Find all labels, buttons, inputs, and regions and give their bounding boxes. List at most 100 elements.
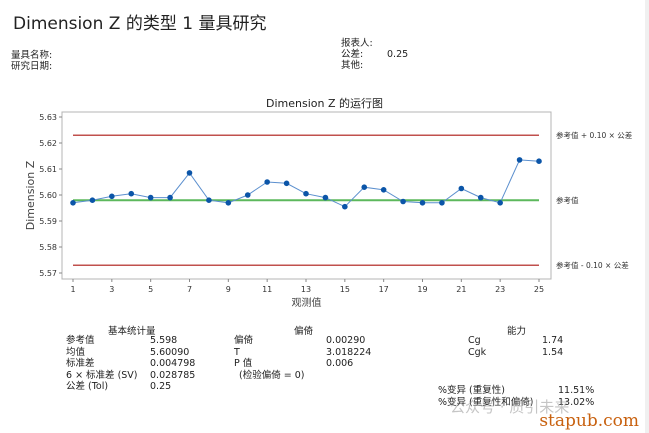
stat-value: 5.598 xyxy=(150,335,178,346)
data-point xyxy=(206,197,212,203)
x-tick-label: 9 xyxy=(226,285,231,294)
data-point xyxy=(536,158,542,164)
stat-value: 0.00290 xyxy=(326,335,366,346)
data-point xyxy=(283,180,290,187)
reference-line-label: 参考值 - 0.10 × 公差 xyxy=(556,260,629,270)
stat-value: 11.51% xyxy=(558,385,595,396)
gauge-name-label: 量具名称: xyxy=(11,50,53,61)
y-tick-label: 5.61 xyxy=(39,165,57,174)
stat-label: 偏倚 xyxy=(234,335,254,346)
data-point xyxy=(439,200,445,206)
stat-label: 6 × 标准差 (SV) xyxy=(66,369,138,381)
data-point xyxy=(128,190,135,197)
data-point xyxy=(89,197,96,203)
chart-title: Dimension Z 的运行图 xyxy=(266,97,383,110)
data-point xyxy=(477,194,484,201)
stat-value: 0.25 xyxy=(150,381,172,392)
variation-labels: %变异 (重复性) %变异 (重复性和偏倚) xyxy=(438,385,533,408)
x-tick-label: 11 xyxy=(262,285,272,294)
stat-label: 公差 (Tol) xyxy=(66,381,109,392)
stat-label: Cg xyxy=(468,335,481,346)
stat-value: 0.006 xyxy=(326,358,354,369)
x-tick-label: 7 xyxy=(187,285,192,294)
y-tick-label: 5.62 xyxy=(39,139,57,148)
stat-label: 参考值 xyxy=(66,335,95,346)
y-tick-label: 5.59 xyxy=(39,217,57,226)
data-point xyxy=(225,200,232,206)
basic-stats-labels: 参考值 均值 标准差 6 × 标准差 (SV) 公差 (Tol) xyxy=(66,335,138,393)
x-tick-label: 17 xyxy=(379,285,389,294)
variation-values: 11.51% 13.02% xyxy=(558,385,594,408)
stat-value: 3.018224 xyxy=(326,346,372,358)
meta-left: 量具名称: 研究日期: xyxy=(11,50,52,72)
watermark-overlay: 公众号 · 质引未来 xyxy=(450,398,570,416)
capability-values: 1.74 1.54 xyxy=(542,335,563,358)
report-title: Dimension Z 的类型 1 量具研究 xyxy=(13,14,267,34)
stat-label: P 值 xyxy=(234,358,253,369)
stat-label: 标准差 xyxy=(66,358,95,369)
x-tick-label: 3 xyxy=(109,285,114,294)
data-point xyxy=(167,194,173,201)
data-point xyxy=(380,187,387,193)
data-point xyxy=(147,194,154,201)
data-point xyxy=(244,192,251,198)
data-point xyxy=(322,194,329,201)
watermark-site: stapub.com xyxy=(539,411,639,431)
reference-line-label: 参考值 + 0.10 × 公差 xyxy=(556,130,633,140)
x-tick-label: 23 xyxy=(495,285,505,294)
study-date-label: 研究日期: xyxy=(11,61,53,72)
y-tick-label: 5.63 xyxy=(39,113,57,122)
bias-title: 偏倚 xyxy=(294,326,314,337)
x-tick-label: 13 xyxy=(301,285,311,294)
x-tick-label: 1 xyxy=(70,285,75,294)
run-chart: 5.575.585.595.605.615.625.631 3 5 7 9 11 13 15 1… xyxy=(24,111,633,309)
other-label: 其他: xyxy=(341,60,364,71)
reference-line-label: 参考值 xyxy=(556,195,579,205)
data-point xyxy=(458,185,465,192)
data-point xyxy=(342,203,348,210)
data-point xyxy=(70,200,76,206)
y-tick-label: 5.57 xyxy=(39,269,57,278)
stat-label: 均值 xyxy=(66,346,86,358)
y-tick-label: 5.60 xyxy=(39,191,57,200)
x-tick-label: 5 xyxy=(148,285,153,294)
data-point xyxy=(264,179,270,185)
stat-value: 1.74 xyxy=(542,335,564,346)
stat-label: Cgk xyxy=(468,346,487,358)
stat-value: 1.54 xyxy=(542,346,564,358)
data-point xyxy=(497,200,503,206)
x-axis-label: 观测值 xyxy=(292,296,322,309)
basic-stats-title: 基本统计量 xyxy=(108,326,156,337)
tolerance-value: 0.25 xyxy=(387,49,409,60)
basic-stats-values: 5.598 5.60090 0.004798 0.028785 0.25 xyxy=(150,335,195,393)
data-point xyxy=(361,184,368,190)
capability-labels: Cg Cgk xyxy=(468,335,486,358)
data-point xyxy=(303,190,309,197)
y-axis-label: Dimension Z xyxy=(24,160,37,230)
stat-label: T xyxy=(234,346,240,358)
meta-right: 报表人: 公差: 0.25 其他: xyxy=(341,38,408,71)
data-point xyxy=(109,193,115,200)
data-point xyxy=(516,157,523,163)
bias-values: 0.00290 3.018224 0.006 xyxy=(326,335,371,370)
y-tick-label: 5.58 xyxy=(39,243,57,252)
tolerance-label: 公差: xyxy=(341,49,364,60)
bias-labels: 偏倚 T P 值 (检验偏倚 = 0) xyxy=(234,335,304,381)
data-point xyxy=(186,170,193,176)
x-tick-label: 15 xyxy=(340,285,350,294)
stat-label: %变异 (重复性和偏倚) xyxy=(438,396,534,408)
stat-value: 5.60090 xyxy=(150,346,190,358)
x-tick-label: 21 xyxy=(456,285,466,294)
data-point xyxy=(400,198,406,205)
x-tick-label: 25 xyxy=(534,285,544,294)
stat-value: 0.004798 xyxy=(150,358,196,369)
stat-value: 0.028785 xyxy=(150,369,196,381)
data-point xyxy=(419,200,426,206)
stat-label: %变异 (重复性) xyxy=(438,385,505,396)
x-tick-label: 19 xyxy=(417,285,427,294)
reporter-label: 报表人: xyxy=(341,38,373,49)
bias-note: (检验偏倚 = 0) xyxy=(239,369,305,381)
capability-title: 能力 xyxy=(507,326,527,337)
stat-value: 13.02% xyxy=(558,396,595,408)
